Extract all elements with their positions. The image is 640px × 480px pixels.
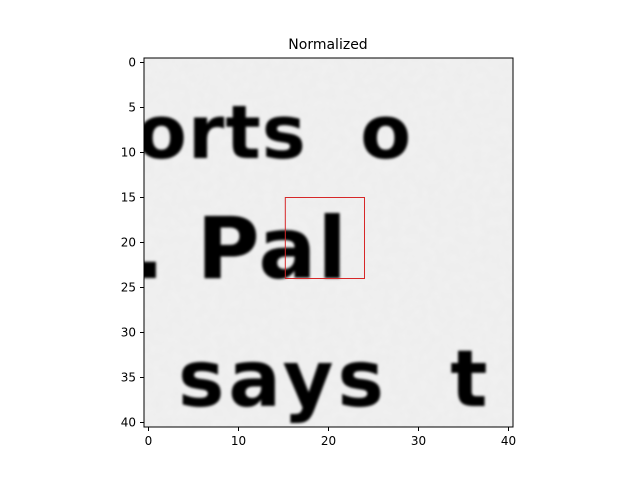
y-tick-label: 15 bbox=[121, 191, 136, 205]
heatmap-image: orts o . Pal says t bbox=[132, 58, 513, 427]
x-tick-label: 0 bbox=[145, 434, 153, 448]
x-tick-label: 10 bbox=[231, 434, 246, 448]
y-axis: 0 5 10 15 20 25 30 35 40 bbox=[121, 56, 144, 430]
y-tick-label: 20 bbox=[121, 236, 136, 250]
y-tick-label: 40 bbox=[121, 416, 136, 430]
x-tick-label: 30 bbox=[411, 434, 426, 448]
y-tick-label: 25 bbox=[121, 281, 136, 295]
image-text-line-1: orts o bbox=[136, 90, 412, 176]
x-tick-label: 20 bbox=[321, 434, 336, 448]
y-tick-label: 35 bbox=[121, 371, 136, 385]
y-tick-label: 5 bbox=[128, 101, 136, 115]
image-text-line-2: . Pal bbox=[132, 199, 348, 299]
y-tick-label: 0 bbox=[128, 56, 136, 70]
x-tick-label: 40 bbox=[501, 434, 516, 448]
x-axis: 0 10 20 30 40 bbox=[145, 427, 516, 448]
image-text-line-3: says t bbox=[178, 335, 492, 425]
chart-title: Normalized bbox=[288, 37, 367, 53]
highlight-box bbox=[284, 197, 365, 279]
y-tick-label: 10 bbox=[121, 146, 136, 160]
y-tick-label: 30 bbox=[121, 326, 136, 340]
image-grain bbox=[144, 58, 513, 427]
